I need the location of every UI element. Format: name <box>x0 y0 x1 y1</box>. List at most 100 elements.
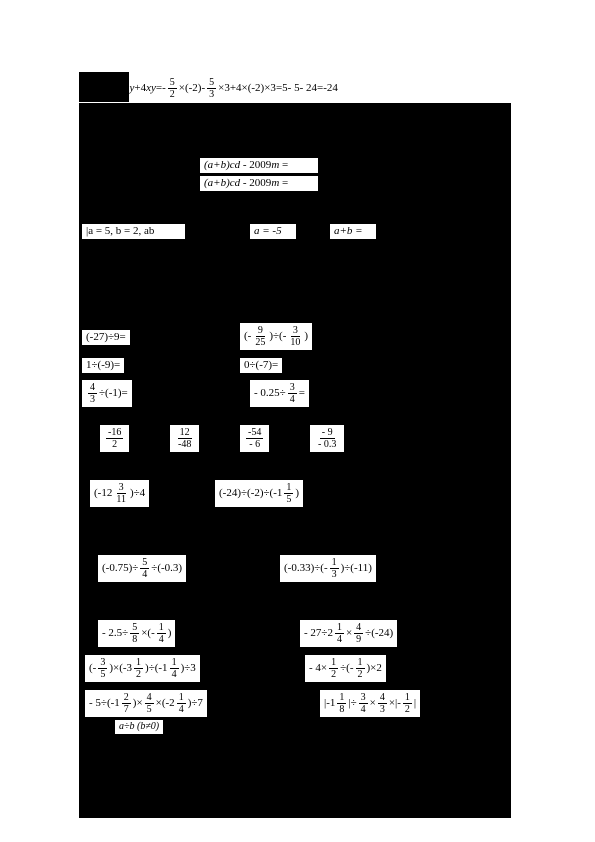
text: ×(- <box>141 628 155 639</box>
text: )÷(- <box>269 331 286 342</box>
text: - <box>113 83 117 94</box>
text: |÷ <box>348 698 356 709</box>
frac: 43 <box>378 692 387 715</box>
frac: 12 <box>403 692 412 715</box>
frac: 52 <box>168 77 177 100</box>
frac: 12 <box>356 657 365 680</box>
text: (- <box>89 663 96 674</box>
text: +4 <box>134 83 146 94</box>
row3-left: 43 ÷(-1)= <box>82 380 132 407</box>
text: - 5 <box>288 83 300 94</box>
frac-3: -54- 6 <box>240 425 269 452</box>
frac: 12 <box>329 657 338 680</box>
text: xy <box>146 83 156 94</box>
bottom-eq: a÷b (b≠0) <box>115 720 163 734</box>
frac: 14 <box>335 622 344 645</box>
frac: -162 <box>106 427 123 450</box>
row5-right: (-0.33)÷(- 13 )÷(-11) <box>280 555 376 582</box>
frac: 34 <box>359 692 368 715</box>
top-equation: - 2 12 x - 53 y +4 xy =- 52 ×(-2) - 53 ×… <box>79 75 519 102</box>
text: )÷(-1 <box>145 663 168 674</box>
text: ÷(-0.3) <box>151 563 182 574</box>
text: (-0.75)÷ <box>102 563 138 574</box>
line3-right: a+b = <box>330 224 376 239</box>
frac: 14 <box>157 622 166 645</box>
row2-right: 0÷(-7)= <box>240 358 282 373</box>
text: - 2.5÷ <box>102 628 128 639</box>
text: ×3 <box>218 83 230 94</box>
text: (-24)÷(-2)÷(-1 <box>219 488 282 499</box>
text: +4×(-2)×3 <box>230 83 276 94</box>
text: (a+b)cd - 2009m = <box>204 160 288 171</box>
text: - <box>201 83 205 94</box>
frac: 45 <box>145 692 154 715</box>
frac: 925 <box>253 325 267 348</box>
text: ) <box>168 628 172 639</box>
row5-left: (-0.75)÷ 54 ÷(-0.3) <box>98 555 186 582</box>
text: |-1 <box>324 698 335 709</box>
frac: 311 <box>114 482 128 505</box>
text: )× <box>133 698 143 709</box>
frac: 14 <box>170 657 179 680</box>
row3-right: - 0.25÷ 34 = <box>250 380 309 407</box>
text: ×|- <box>389 698 401 709</box>
text: )÷(-11) <box>341 563 372 574</box>
row6-left: - 2.5÷ 58 ×(- 14 ) <box>98 620 175 647</box>
text: (-12 <box>94 488 112 499</box>
frac: 12-48 <box>176 427 193 450</box>
text: ÷(- <box>340 663 353 674</box>
line3-left: |a = 5, b = 2, ab <box>82 224 185 239</box>
row8-right: |-1 18 |÷ 34 × 43 ×|- 12 | <box>320 690 420 717</box>
text: - 0.25÷ <box>254 388 286 399</box>
mid-eq-a: (a+b)cd - 2009m = <box>200 158 318 173</box>
frac: - 9- 0.3 <box>316 427 338 450</box>
frac: 53 <box>207 77 216 100</box>
text: × <box>370 698 376 709</box>
text: ×(-2 <box>156 698 175 709</box>
row4-right: (-24)÷(-2)÷(-1 15 ) <box>215 480 303 507</box>
text: =- <box>156 83 166 94</box>
text: = <box>299 388 305 399</box>
row7-left: (- 35 )×(-3 12 )÷(-1 14 )÷3 <box>85 655 200 682</box>
frac-2: 12-48 <box>170 425 199 452</box>
text: | <box>414 698 416 709</box>
text: (- <box>244 331 251 342</box>
text: ) <box>295 488 299 499</box>
frac: 14 <box>177 692 186 715</box>
row7-right: - 4× 12 ÷(- 12 )×2 <box>305 655 386 682</box>
text: ) <box>304 331 308 342</box>
frac: 15 <box>284 482 293 505</box>
row1-left: (-27)÷9= <box>82 330 130 345</box>
frac: -54- 6 <box>246 427 263 450</box>
frac: 27 <box>122 692 131 715</box>
text: )×(-3 <box>109 663 132 674</box>
text: )÷4 <box>130 488 145 499</box>
text: ÷(-24) <box>365 628 393 639</box>
frac: 58 <box>130 622 139 645</box>
frac: 12 <box>134 657 143 680</box>
text: (a+b)cd - 2009m = <box>204 178 288 189</box>
row6-right: - 27÷2 14 × 49 ÷(-24) <box>300 620 397 647</box>
text: )÷7 <box>188 698 203 709</box>
text: (-0.33)÷(- <box>284 563 328 574</box>
frac: 35 <box>98 657 107 680</box>
text: - 4× <box>309 663 327 674</box>
text: - 24 <box>300 83 317 94</box>
text: )÷3 <box>181 663 196 674</box>
text: ×(-2) <box>179 83 202 94</box>
frac: 49 <box>354 622 363 645</box>
frac: 34 <box>288 382 297 405</box>
text: -24 <box>323 83 338 94</box>
row8-left: - 5÷(-1 27 )× 45 ×(-2 14 )÷7 <box>85 690 207 717</box>
text: × <box>346 628 352 639</box>
frac: 54 <box>140 557 149 580</box>
frac: 18 <box>337 692 346 715</box>
row4-left: (-12 311 )÷4 <box>90 480 149 507</box>
frac: 13 <box>330 557 339 580</box>
frac: 310 <box>288 325 302 348</box>
text: ÷(-1)= <box>99 388 128 399</box>
frac-1: -162 <box>100 425 129 452</box>
line3-mid: a = -5 <box>250 224 296 239</box>
row1-right: (- 925 )÷(- 310 ) <box>240 323 312 350</box>
frac: 53 <box>118 77 127 100</box>
